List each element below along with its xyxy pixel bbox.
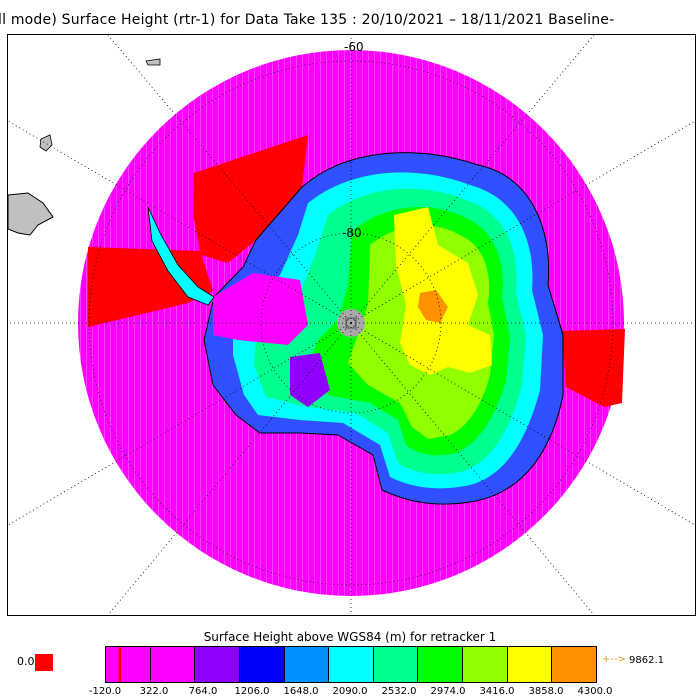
scale-tick-label: 1648.0 [283, 686, 319, 697]
lat-label-80: -80 [342, 226, 362, 240]
scale-tick-label: -120.0 [88, 686, 122, 697]
scale-tick-label: 3858.0 [528, 686, 564, 697]
yellow-band [394, 207, 492, 375]
legend-color-cell [463, 647, 508, 682]
max-value-label: 9862.1 [629, 655, 664, 666]
map-title: ll mode) Surface Height (rtr-1) for Data… [0, 12, 615, 28]
marie-byrd-purple [290, 353, 330, 407]
legend-title: Surface Height above WGS84 (m) for retra… [203, 630, 497, 644]
legend-color-cell [150, 647, 196, 682]
max-value-arrow: +--> [602, 654, 626, 665]
south-america-land [8, 192, 54, 236]
legend-color-cell [106, 647, 151, 682]
legend-color-cell [284, 647, 330, 682]
island-b [145, 58, 161, 66]
legend-color-cell [418, 647, 464, 682]
scale-tick-label: 322.0 [139, 686, 169, 697]
peninsula [147, 206, 215, 306]
polar-map: -60 -80 [8, 35, 695, 615]
scale-tick-label: 2532.0 [381, 686, 417, 697]
legend-color-cell [507, 647, 553, 682]
scale-tick-label: 2090.0 [332, 686, 368, 697]
legend-color-cell [373, 647, 419, 682]
zero-label: 0.0 [17, 655, 35, 668]
west-red-band [88, 247, 213, 327]
west-shelf-magenta [213, 273, 308, 345]
scale-tick-label: 764.0 [188, 686, 218, 697]
scale-tick-label: 4300.0 [577, 686, 613, 697]
lat-label-60: -60 [344, 40, 364, 54]
graticule [8, 35, 695, 615]
map-frame: -60 -80 [7, 34, 696, 616]
east-red-band [562, 329, 625, 407]
color-scale-bar [105, 646, 597, 683]
scale-tick-label: 2974.0 [430, 686, 466, 697]
legend-color-cell [329, 647, 374, 682]
legend-color-cell [195, 647, 240, 682]
weddell-red-region [193, 135, 308, 263]
scale-tick-label: 3416.0 [479, 686, 515, 697]
legend-color-cell [239, 647, 285, 682]
scale-tick-label: 1206.0 [234, 686, 270, 697]
scale-ticks: -120.0 322.0 764.0 1206.0 1648.0 2090.0 2532.0… [0, 686, 700, 700]
island-a [39, 134, 53, 152]
zero-swatch [35, 654, 53, 671]
legend-color-cell [552, 647, 597, 682]
